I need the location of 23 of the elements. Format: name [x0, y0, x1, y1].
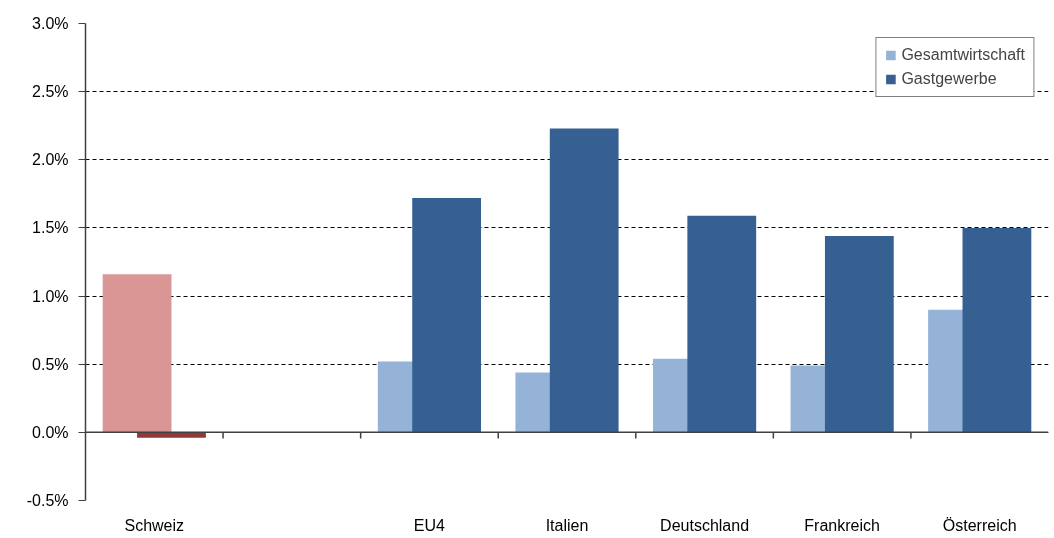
y-tick-label: 0.0%: [32, 423, 69, 441]
bar: [549, 128, 619, 433]
bar: [102, 274, 172, 433]
y-tick-label: 2.0%: [32, 151, 69, 169]
x-tick-label: EU4: [413, 516, 446, 534]
legend-label: Gesamtwirtschaft: [901, 46, 1025, 64]
x-tick-label: Frankreich: [804, 516, 880, 534]
y-tick-label: 1.5%: [32, 219, 69, 237]
y-tick-label: 2.5%: [32, 83, 69, 101]
bar: [412, 197, 482, 433]
x-tick-label: Italien: [545, 516, 589, 534]
x-tick-label: Schweiz: [124, 516, 185, 534]
legend-label: Gastgewerbe: [901, 70, 997, 88]
x-tick-label: Deutschland: [660, 516, 750, 534]
bar: [962, 227, 1032, 433]
y-tick-label: 3.0%: [32, 15, 69, 32]
bar: [137, 432, 206, 438]
y-tick-label: 1.0%: [32, 287, 69, 305]
y-tick-label: -0.5%: [26, 492, 69, 509]
bar: [824, 236, 894, 433]
x-tick-label: Österreich: [942, 516, 1017, 534]
bar: [687, 215, 757, 433]
y-tick-label: 0.5%: [32, 355, 69, 373]
